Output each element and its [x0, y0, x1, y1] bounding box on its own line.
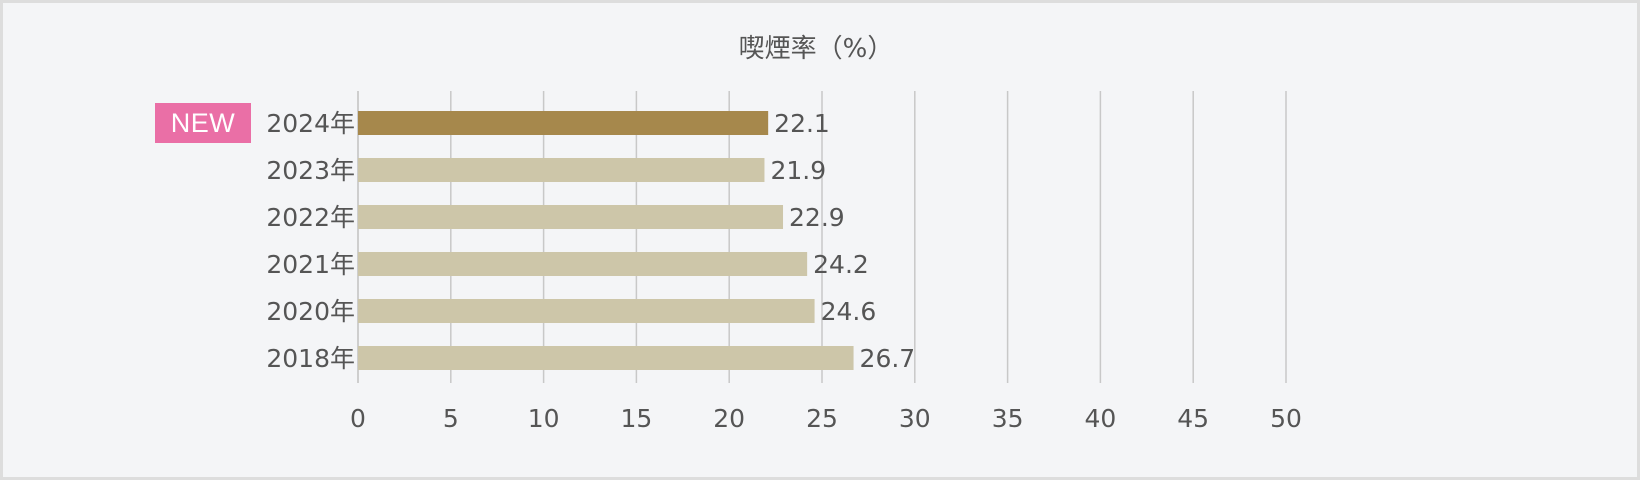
bar-2023年 [358, 158, 765, 182]
value-labels: 22.1 21.9 22.9 24.2 24.6 26.7 [770, 109, 915, 373]
x-tick-label: 45 [1177, 404, 1209, 433]
new-badge: NEW [155, 103, 251, 143]
category-labels: 2024年 2023年 2022年 2021年 2020年 2018年 [266, 109, 355, 373]
x-tick-label: 5 [443, 404, 459, 433]
value-label: 24.2 [813, 250, 869, 279]
bar-chart: 喫煙率（%） 2024年 2023年 2022年 2021年 2020年 2018年 22… [266, 34, 1302, 433]
bars [358, 111, 854, 370]
x-tick-label: 25 [806, 404, 838, 433]
x-tick-label: 50 [1270, 404, 1302, 433]
category-label: 2018年 [266, 344, 355, 373]
category-label: 2023年 [266, 156, 355, 185]
bar-2018年 [358, 346, 854, 370]
bar-2024年 [358, 111, 769, 135]
x-tick-label: 35 [992, 404, 1024, 433]
x-tick-label: 20 [713, 404, 745, 433]
x-tick-label: 10 [528, 404, 560, 433]
bar-2020年 [358, 299, 815, 323]
chart-title: 喫煙率（%） [739, 34, 894, 64]
bar-2022年 [358, 205, 784, 229]
bar-2021年 [358, 252, 808, 276]
category-label: 2020年 [266, 297, 355, 326]
x-tick-label: 0 [350, 404, 366, 433]
category-label: 2021年 [266, 250, 355, 279]
category-label: 2024年 [266, 109, 355, 138]
category-label: 2022年 [266, 203, 355, 232]
value-label: 22.1 [774, 109, 830, 138]
x-tick-label: 30 [899, 404, 931, 433]
value-label: 24.6 [821, 297, 877, 326]
x-tick-label: 40 [1084, 404, 1116, 433]
x-tick-label: 15 [620, 404, 652, 433]
value-label: 21.9 [770, 156, 826, 185]
value-label: 22.9 [789, 203, 845, 232]
x-tick-labels: 0 5 10 15 20 25 30 35 40 45 50 [350, 404, 1302, 433]
grid-lines [357, 91, 1287, 383]
value-label: 26.7 [860, 344, 916, 373]
